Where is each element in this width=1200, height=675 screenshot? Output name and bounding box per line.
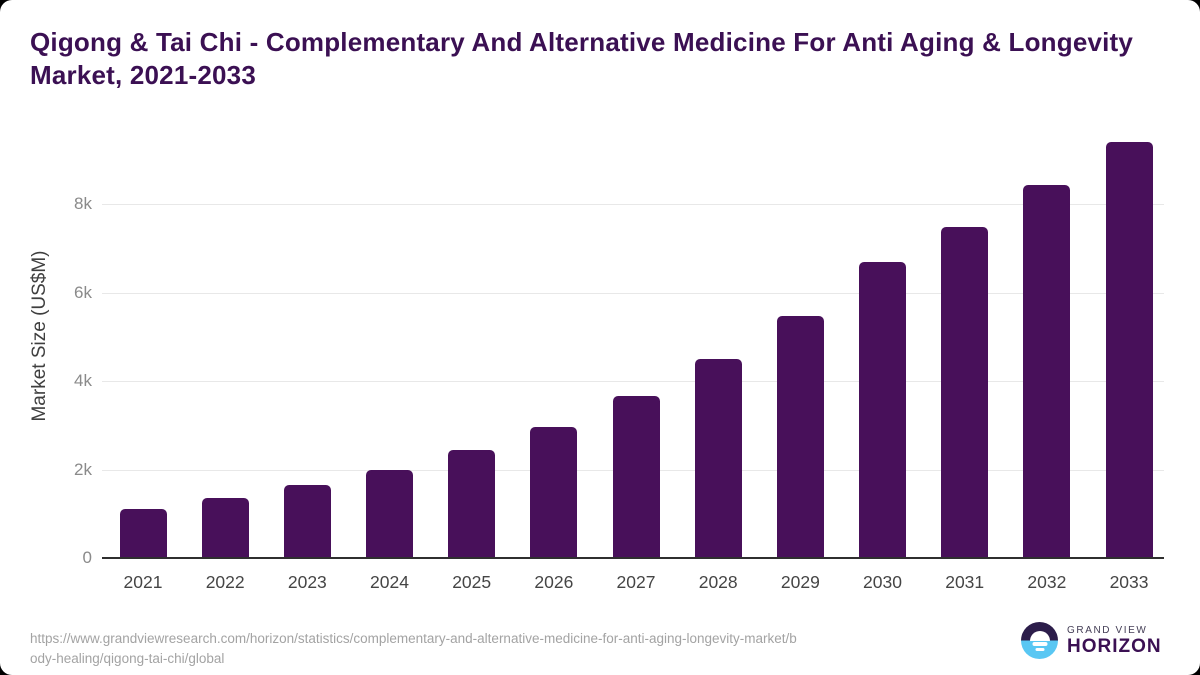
x-tick-label-2023: 2023 xyxy=(287,572,327,592)
x-tick-label-2024: 2024 xyxy=(370,572,409,592)
source-url-line2: ody-healing/qigong-tai-chi/global xyxy=(30,651,225,666)
x-tick-label-2031: 2031 xyxy=(945,572,985,592)
logo-text: GRAND VIEW HORIZON xyxy=(1067,625,1162,657)
chart-title-line2: Market, 2021-2033 xyxy=(30,60,256,90)
bar-2025[interactable] xyxy=(448,450,496,558)
x-tick-label-2032: 2032 xyxy=(1027,572,1067,592)
y-tick-label-2k: 2k xyxy=(74,459,92,479)
x-tick-label-2033: 2033 xyxy=(1109,572,1149,592)
bar-2027[interactable] xyxy=(612,395,660,558)
logo-brand-line2: HORIZON xyxy=(1067,635,1162,657)
bar-2031[interactable] xyxy=(941,227,989,558)
bar-chart xyxy=(102,135,1164,558)
bar-2023[interactable] xyxy=(283,485,331,558)
bar-2029[interactable] xyxy=(776,315,824,558)
x-tick-label-2025: 2025 xyxy=(452,572,492,592)
bar-2021[interactable] xyxy=(119,508,167,558)
sun-reflection-bar xyxy=(1035,648,1044,651)
x-tick-label-2029: 2029 xyxy=(780,572,820,592)
x-axis-line xyxy=(102,556,1164,559)
bar-2024[interactable] xyxy=(366,469,413,558)
x-tick-label-2021: 2021 xyxy=(123,572,163,592)
y-axis-title: Market Size (US$M) xyxy=(29,250,50,422)
grand-view-horizon-logo[interactable]: GRAND VIEW HORIZON xyxy=(1021,622,1162,659)
source-url-line1: https://www.grandviewresearch.com/horizo… xyxy=(30,631,797,646)
gridline-8k xyxy=(102,204,1164,206)
chart-title: Qigong & Tai Chi - Complementary And Alt… xyxy=(30,26,1180,92)
gridline-4k xyxy=(102,381,1164,382)
y-tick-label-4k: 4k xyxy=(74,371,92,390)
x-tick-label-2022: 2022 xyxy=(205,572,245,592)
sun-dome-shape xyxy=(1029,630,1050,641)
source-url: https://www.grandviewresearch.com/horizo… xyxy=(30,629,970,669)
chart-title-line1: Qigong & Tai Chi - Complementary And Alt… xyxy=(30,27,1134,57)
x-tick-label-2028: 2028 xyxy=(698,572,738,592)
y-tick-label-6k: 6k xyxy=(74,282,92,302)
bar-2032[interactable] xyxy=(1023,184,1071,558)
bar-2022[interactable] xyxy=(201,498,249,558)
bar-2026[interactable] xyxy=(530,426,578,558)
gridline-6k xyxy=(102,292,1164,294)
y-tick-label-0: 0 xyxy=(82,548,92,567)
bar-2028[interactable] xyxy=(694,359,742,558)
x-tick-label-2030: 2030 xyxy=(863,572,902,592)
horizon-sunset-icon xyxy=(1021,622,1058,659)
logo-brand-line1: GRAND VIEW xyxy=(1067,624,1148,636)
bar-2030[interactable] xyxy=(859,262,907,558)
x-tick-label-2026: 2026 xyxy=(534,572,574,592)
y-tick-label-8k: 8k xyxy=(74,194,92,214)
sun-reflection-bar xyxy=(1032,641,1047,646)
x-tick-label-2027: 2027 xyxy=(616,572,656,592)
bar-2033[interactable] xyxy=(1105,142,1153,558)
